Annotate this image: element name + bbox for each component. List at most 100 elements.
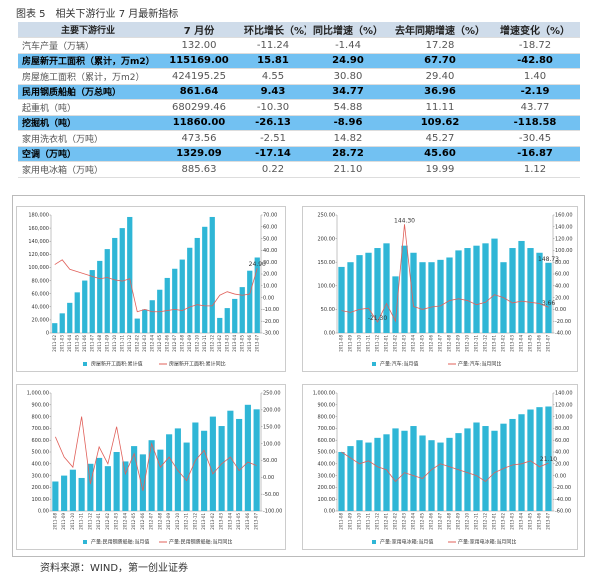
bar — [69, 469, 76, 511]
bar — [356, 255, 363, 333]
bar — [338, 266, 345, 333]
y-tick-label: 40,000 — [32, 304, 50, 310]
cell: 17.28 — [390, 37, 490, 54]
y2-tick-label: 60.00 — [263, 225, 277, 231]
x-tick-label: 2011-03 — [59, 335, 64, 352]
bar — [491, 430, 498, 511]
x-tick-label: 2012-10 — [194, 335, 199, 352]
cell: 9.43 — [240, 84, 306, 100]
x-tick-label: 2012-05 — [420, 335, 425, 352]
y-tick-label: 100.00 — [32, 497, 50, 503]
cell: 15.81 — [240, 53, 306, 69]
y-tick-label: 400.00 — [32, 462, 50, 468]
x-tick-label: 2012-04 — [411, 335, 416, 352]
y2-tick-label: 140.00 — [555, 391, 573, 397]
line — [341, 224, 549, 323]
x-tick-label: 2012-09 — [456, 513, 461, 530]
x-tick-label: 2011-10 — [70, 513, 75, 530]
x-tick-label: 2013-02 — [501, 513, 506, 530]
bar — [61, 475, 68, 511]
cell: 115169.00 — [158, 53, 240, 69]
chart: 0.00 50.00 100.00 150.00 200.00 250.00 -40.00 -… — [302, 206, 578, 372]
bar — [401, 245, 408, 333]
bar — [365, 442, 372, 511]
x-tick-label: 2012-12 — [483, 335, 488, 352]
y2-tick-label: 20.00 — [555, 295, 569, 301]
table-row: 挖掘机（吨） 11860.00 -26.13 -8.96 109.62 -118.58 — [18, 115, 580, 131]
bar — [401, 430, 408, 511]
x-tick-label: 2012-08 — [447, 335, 452, 352]
bar — [87, 463, 94, 511]
x-tick-label: 2013-07 — [546, 513, 551, 530]
cell: 19.99 — [390, 161, 490, 178]
y-tick-label: 500.00 — [318, 450, 336, 456]
cell: 21.10 — [306, 161, 390, 178]
y2-tick-label: 100.00 — [555, 248, 573, 254]
cell: -2.51 — [240, 130, 306, 147]
bar — [59, 313, 65, 333]
x-tick-label: 2013-04 — [232, 335, 237, 352]
cell: 680299.46 — [158, 99, 240, 116]
y-tick-label: 200.00 — [318, 236, 336, 242]
bar — [473, 245, 480, 333]
legend-swatch — [83, 540, 87, 544]
y-tick-label: 400.00 — [318, 462, 336, 468]
y2-tick-label: 0.00 — [263, 475, 274, 481]
y-tick-label: 0.00 — [324, 331, 335, 337]
bar — [473, 422, 480, 511]
y-tick-label: 100,000 — [28, 265, 49, 271]
y2-tick-label: 80.00 — [555, 426, 569, 432]
x-tick-label: 2013-05 — [528, 335, 533, 352]
x-tick-label: 2011-10 — [357, 335, 362, 352]
y2-tick-label: 60.00 — [555, 272, 569, 278]
bar — [166, 434, 173, 511]
bar — [112, 237, 118, 333]
bar — [194, 237, 200, 333]
cell: -118.58 — [490, 115, 580, 131]
table-row: 房屋施工面积（累计，万m2） 424195.25 4.55 30.80 29.40 1.4… — [18, 68, 580, 85]
y-tick-label: 600.00 — [318, 438, 336, 444]
y2-tick-label: 50.00 — [263, 236, 277, 242]
cell: -11.24 — [240, 37, 306, 54]
bar — [113, 452, 120, 511]
cell: 增速变化（%） — [490, 22, 580, 38]
x-tick-label: 2013-02 — [210, 513, 215, 530]
x-tick-label: 2012-05 — [131, 513, 136, 530]
bar — [142, 309, 148, 333]
cell: -10.30 — [240, 99, 306, 116]
source-note: 资料来源：WIND，第一创业证券 — [40, 563, 189, 574]
bar — [89, 270, 95, 333]
y-tick-label: 140,000 — [28, 239, 49, 245]
x-tick-label: 2012-08 — [179, 335, 184, 352]
bar — [148, 440, 155, 511]
y-tick-label: 700.00 — [318, 426, 336, 432]
x-tick-label: 2012-04 — [411, 513, 416, 530]
y2-tick-label: 250.00 — [263, 391, 281, 397]
x-tick-label: 2012-10 — [465, 335, 470, 352]
y2-tick-label: 100.00 — [263, 441, 281, 447]
bar — [179, 259, 185, 333]
x-tick-label: 2013-04 — [519, 335, 524, 352]
bar — [464, 248, 471, 333]
bar — [527, 409, 534, 511]
bar — [202, 226, 208, 333]
y2-tick-label: -20.00 — [555, 485, 571, 491]
y2-tick-label: -10.00 — [263, 307, 279, 313]
y-tick-label: 100.00 — [318, 284, 336, 290]
x-tick-label: 2012-09 — [187, 335, 192, 352]
bar — [172, 268, 178, 333]
x-tick-label: 2012-08 — [447, 513, 452, 530]
bar — [383, 434, 390, 511]
x-tick-label: 2013-03 — [219, 513, 224, 530]
chart: 0.00 100.00 200.00 300.00 400.00 500.00 600.00… — [16, 384, 286, 550]
bar — [527, 248, 534, 333]
x-tick-label: 2012-07 — [438, 513, 443, 530]
x-tick-label: 2013-07 — [546, 335, 551, 352]
x-tick-label: 2011-11 — [366, 335, 371, 352]
bar — [455, 250, 462, 333]
x-tick-label: 2012-07 — [438, 335, 443, 352]
cell: 30.80 — [306, 68, 390, 85]
bar — [545, 406, 552, 511]
